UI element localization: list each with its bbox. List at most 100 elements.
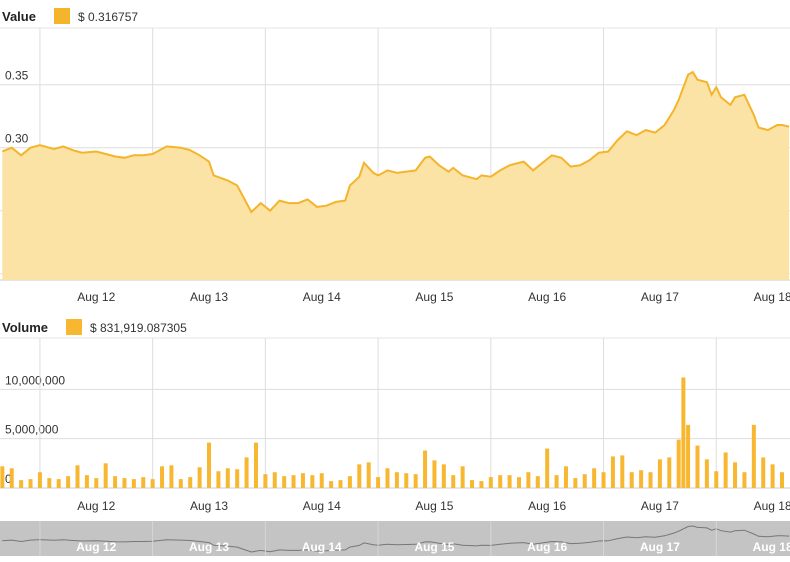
volume-bar (582, 474, 587, 488)
x-tick-label: Aug 14 (303, 290, 341, 304)
volume-bar (470, 480, 475, 488)
panel-title: Value (2, 9, 36, 24)
volume-bar (488, 477, 493, 488)
volume-bar (47, 478, 52, 488)
volume-bar (150, 479, 155, 488)
y-tick-label: 0.30 (5, 132, 29, 146)
volume-bar (160, 466, 165, 488)
x-tick-label: Aug 17 (641, 499, 679, 513)
volume-bar (761, 457, 766, 488)
volume-bar (516, 477, 521, 488)
volume-bar (357, 464, 362, 488)
volume-bar (404, 473, 409, 488)
volume-bar (84, 475, 89, 488)
volume-bar (169, 465, 174, 488)
navigator-label: Aug 13 (189, 540, 229, 554)
x-tick-label: Aug 18 (754, 290, 790, 304)
navigator-label: Aug 16 (527, 540, 567, 554)
volume-bar (75, 465, 80, 488)
volume-bar (667, 457, 672, 488)
volume-bar (9, 468, 14, 488)
volume-bar (620, 455, 625, 488)
volume-bar (423, 450, 428, 488)
volume-bar (413, 474, 418, 488)
volume-bar (235, 469, 240, 488)
navigator-label: Aug 12 (76, 540, 116, 554)
volume-bar (376, 477, 381, 488)
volume-bar (56, 479, 61, 488)
volume-bar (347, 476, 352, 488)
y-tick-label: 0.35 (5, 69, 29, 83)
volume-bar (394, 472, 399, 488)
volume-bar (310, 475, 315, 488)
navigator-label: Aug 17 (640, 540, 680, 554)
volume-bar (178, 479, 183, 488)
x-tick-label: Aug 18 (754, 499, 790, 513)
volume-bar (695, 445, 700, 488)
volume-bar (554, 475, 559, 488)
volume-bar (460, 466, 465, 488)
volume-bar (507, 475, 512, 488)
volume-bar (629, 472, 634, 488)
legend-value: $ 0.316757 (78, 10, 138, 24)
volume-bar (329, 481, 334, 488)
navigator-line (2, 525, 790, 553)
navigator-label: Aug 15 (414, 540, 454, 554)
volume-bar (131, 479, 136, 488)
x-tick-label: Aug 12 (77, 499, 115, 513)
volume-bar (780, 472, 785, 488)
volume-bar (545, 448, 550, 488)
x-tick-label: Aug 13 (190, 290, 228, 304)
volume-bar (535, 476, 540, 488)
volume-bar (563, 466, 568, 488)
volume-bar (676, 439, 681, 488)
value-area (2, 72, 790, 280)
y-tick-label: 10,000,000 (5, 373, 65, 387)
volume-bar (319, 473, 324, 488)
volume-bar (714, 471, 719, 488)
volume-bar (291, 475, 296, 488)
volume-bar (385, 468, 390, 488)
volume-bar (282, 476, 287, 488)
volume-bar (244, 457, 249, 488)
navigator (0, 521, 790, 556)
legend-swatch (66, 319, 82, 335)
volume-bar (66, 476, 71, 488)
panel-title: Volume (2, 320, 48, 335)
y-tick-label: 0 (5, 472, 12, 486)
volume-bar (225, 468, 230, 488)
volume-bar (610, 456, 615, 488)
x-tick-label: Aug 14 (303, 499, 341, 513)
x-tick-label: Aug 16 (528, 499, 566, 513)
volume-bar (113, 476, 118, 488)
volume-bar (272, 472, 277, 488)
volume-bar (207, 442, 212, 488)
volume-bar (432, 460, 437, 488)
x-tick-label: Aug 15 (415, 290, 453, 304)
volume-bar (253, 442, 258, 488)
volume-bar (188, 477, 193, 488)
volume-bar (122, 478, 127, 488)
navigator-label: Aug 14 (302, 540, 342, 554)
volume-bar (103, 463, 108, 488)
volume-bar (573, 478, 578, 488)
x-tick-label: Aug 12 (77, 290, 115, 304)
volume-bar (733, 462, 738, 488)
navigator-label: Aug 18 (753, 540, 790, 554)
volume-bar (657, 459, 662, 488)
volume-bar (37, 472, 42, 488)
volume-bar (451, 475, 456, 488)
volume-bar (592, 468, 597, 488)
volume-bar (94, 478, 99, 488)
x-tick-label: Aug 13 (190, 499, 228, 513)
volume-bar (639, 470, 644, 488)
legend-swatch (54, 8, 70, 24)
legend-value: $ 831,919.087305 (90, 321, 187, 335)
volume-bar (263, 474, 268, 488)
volume-bar (742, 472, 747, 488)
volume-bar (0, 466, 5, 488)
volume-bar (770, 464, 775, 488)
volume-bar (28, 479, 33, 488)
volume-bar (601, 472, 606, 488)
volume-bar (19, 480, 24, 488)
